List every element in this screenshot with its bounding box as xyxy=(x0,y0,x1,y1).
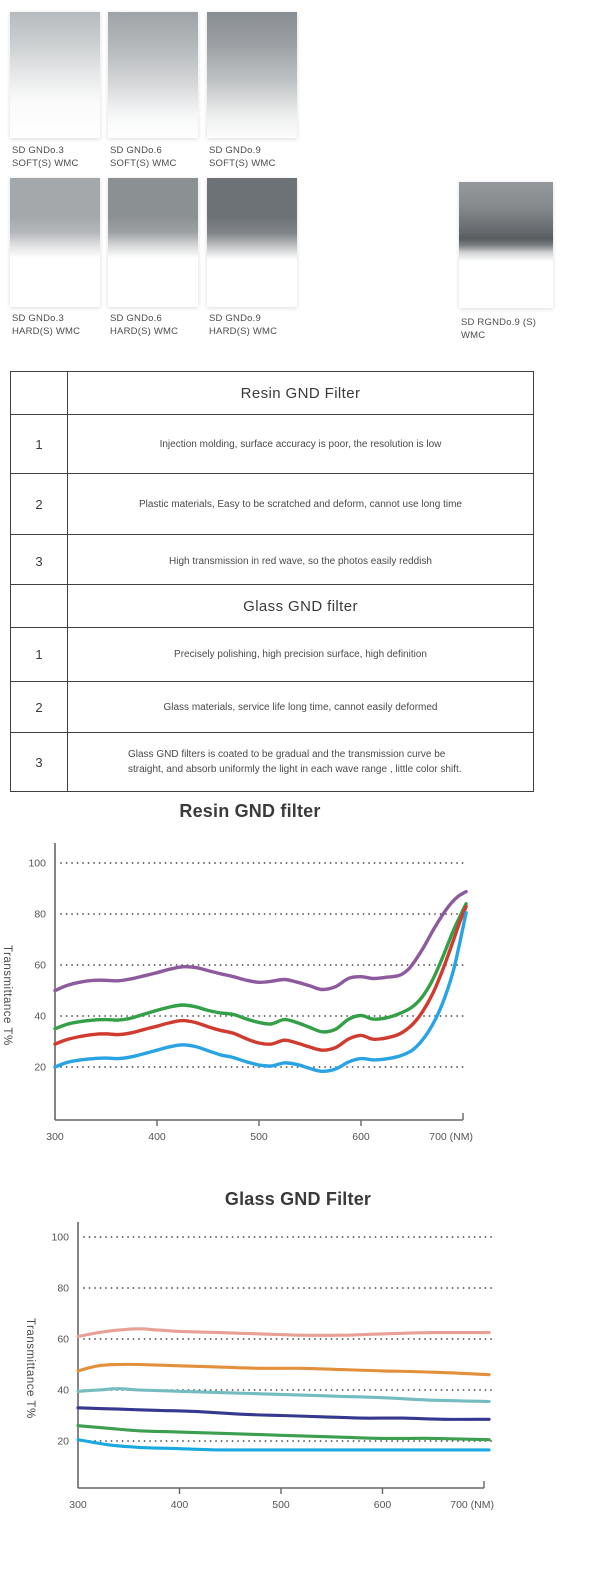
filter-name: SD GNDo.9 xyxy=(209,313,261,324)
row-number: 3 xyxy=(10,534,68,588)
gnd06-hard-swatch xyxy=(108,178,198,307)
gnd09-hard-swatch xyxy=(207,178,297,307)
filter-name: SD GNDo.6 xyxy=(110,313,162,324)
row-text: Glass materials, service life long time,… xyxy=(163,701,438,713)
row-number: 2 xyxy=(10,681,68,733)
svg-text:500: 500 xyxy=(250,1131,268,1143)
filter-name: SD GNDo.3 xyxy=(12,145,64,156)
table-row: Plastic materials, Easy to be scratched … xyxy=(67,473,534,535)
gnd06-soft-label: SD GNDo.6 SOFT(S) WMC xyxy=(110,144,205,170)
svg-text:40: 40 xyxy=(57,1385,69,1397)
svg-text:60: 60 xyxy=(34,960,46,972)
table-row: Injection molding, surface accuracy is p… xyxy=(67,414,534,474)
table-corner-cell xyxy=(10,584,68,628)
row-text: Injection molding, surface accuracy is p… xyxy=(159,438,442,450)
filter-name: SD GNDo.6 xyxy=(110,145,162,156)
gnd09-soft-swatch xyxy=(207,12,297,138)
resin-gnd-table: Resin GND Filter 1 Injection molding, su… xyxy=(10,371,534,588)
table-row: Glass materials, service life long time,… xyxy=(67,681,534,733)
resin-transmittance-chart: 100 80 60 40 20 300 400 500 600 700 (NM) xyxy=(28,843,473,1143)
table-row: High transmission in red wave, so the ph… xyxy=(67,534,534,588)
svg-text:400: 400 xyxy=(171,1499,189,1511)
row-number: 1 xyxy=(10,414,68,474)
svg-text:20: 20 xyxy=(34,1062,46,1074)
svg-text:600: 600 xyxy=(374,1499,392,1511)
svg-text:60: 60 xyxy=(57,1334,69,1346)
row-text: Plastic materials, Easy to be scratched … xyxy=(139,498,462,510)
glass-transmittance-chart: 100 80 60 40 20 300 400 500 600 700 (NM) xyxy=(51,1222,494,1511)
table-title: Resin GND Filter xyxy=(67,371,534,415)
rgnd09-label: SD RGNDo.9 (S) WMC xyxy=(461,316,571,342)
resin-chart-title: Resin GND filter xyxy=(179,801,321,821)
filter-spec: HARD(S) WMC xyxy=(12,326,81,337)
gnd03-hard-label: SD GNDo.3 HARD(S) WMC xyxy=(12,312,107,338)
gnd09-soft-label: SD GNDo.9 SOFT(S) WMC xyxy=(209,144,304,170)
gnd09-hard-label: SD GNDo.9 HARD(S) WMC xyxy=(209,312,304,338)
glass-gnd-table: Glass GND filter 1 Precisely polishing, … xyxy=(10,584,534,792)
svg-text:300: 300 xyxy=(46,1131,64,1143)
table-title: Glass GND filter xyxy=(67,584,534,628)
svg-text:700 (NM): 700 (NM) xyxy=(429,1131,473,1143)
row-text: High transmission in red wave, so the ph… xyxy=(169,555,432,567)
svg-text:20: 20 xyxy=(57,1436,69,1448)
filter-spec: HARD(S) WMC xyxy=(110,326,179,337)
svg-text:80: 80 xyxy=(57,1283,69,1295)
glass-chart-y-axis-label: Transmittance T% xyxy=(24,1318,36,1419)
rgnd09-swatch xyxy=(459,182,553,308)
row-text: Glass GND filters is coated to be gradua… xyxy=(128,749,462,775)
gnd03-soft-label: SD GNDo.3 SOFT(S) WMC xyxy=(12,144,107,170)
row-number: 3 xyxy=(10,732,68,792)
row-number: 2 xyxy=(10,473,68,535)
filter-name: SD GNDo.9 xyxy=(209,145,261,156)
filter-spec: SOFT(S) WMC xyxy=(110,158,177,169)
svg-text:700 (NM): 700 (NM) xyxy=(450,1499,494,1511)
table-corner-cell xyxy=(10,371,68,415)
svg-text:40: 40 xyxy=(34,1011,46,1023)
filter-spec: SOFT(S) WMC xyxy=(209,158,276,169)
svg-text:300: 300 xyxy=(69,1499,87,1511)
gnd03-soft-swatch xyxy=(10,12,100,138)
svg-text:80: 80 xyxy=(34,909,46,921)
svg-text:600: 600 xyxy=(352,1131,370,1143)
svg-text:400: 400 xyxy=(148,1131,166,1143)
row-text: Precisely polishing, high precision surf… xyxy=(174,649,427,660)
resin-chart-y-axis-label: Transmittance T% xyxy=(1,945,13,1046)
table-row: Glass GND filters is coated to be gradua… xyxy=(67,732,534,792)
filter-spec: SOFT(S) WMC xyxy=(12,158,79,169)
svg-text:100: 100 xyxy=(28,858,46,870)
glass-chart-title: Glass GND Filter xyxy=(224,1189,372,1209)
filter-spec: HARD(S) WMC xyxy=(209,326,278,337)
gnd06-soft-swatch xyxy=(108,12,198,138)
svg-text:100: 100 xyxy=(51,1232,69,1244)
filter-spec: WMC xyxy=(461,330,486,341)
filter-name: SD RGNDo.9 (S) xyxy=(461,317,537,328)
svg-text:500: 500 xyxy=(272,1499,290,1511)
gnd03-hard-swatch xyxy=(10,178,100,307)
row-number: 1 xyxy=(10,627,68,682)
gnd06-hard-label: SD GNDo.6 HARD(S) WMC xyxy=(110,312,205,338)
filter-name: SD GNDo.3 xyxy=(12,313,64,324)
table-row: Precisely polishing, high precision surf… xyxy=(67,627,534,682)
